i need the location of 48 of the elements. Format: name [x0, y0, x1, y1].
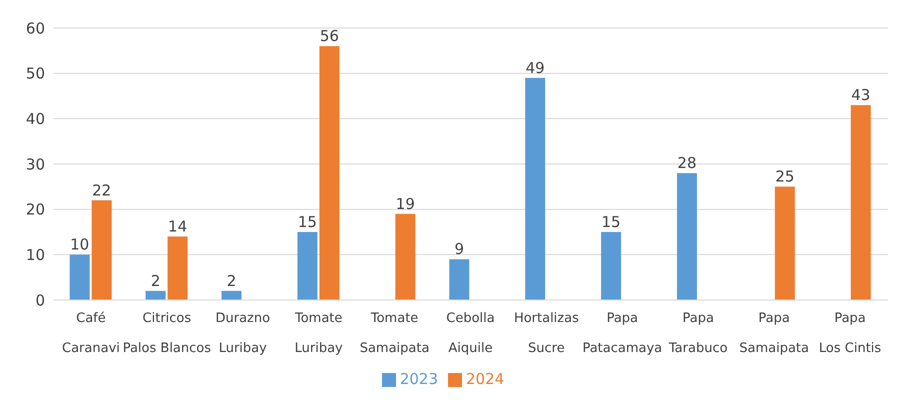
- data-label: 15: [298, 213, 317, 231]
- data-label: 15: [602, 213, 621, 231]
- x-tick-label: Papa Los Cintis: [818, 311, 882, 356]
- data-label: 49: [526, 58, 545, 77]
- bar: [319, 46, 340, 300]
- y-tick-label: 30: [26, 155, 45, 174]
- y-tick-label: 0: [35, 291, 45, 310]
- bar: [525, 78, 546, 300]
- x-tick-label: Café Caranavi: [62, 311, 120, 356]
- bar: [850, 105, 871, 300]
- bar: [297, 232, 318, 300]
- y-tick-label: 10: [26, 246, 45, 264]
- x-tick-label: Hortalizas Sucre: [514, 311, 580, 356]
- x-tick-label: Durazno Luribay: [215, 311, 270, 356]
- data-label: 43: [851, 86, 870, 104]
- x-tick-label: Tomate Luribay: [294, 311, 344, 356]
- bar: [774, 186, 795, 300]
- data-label: 19: [396, 194, 415, 213]
- bar: [70, 254, 90, 300]
- x-tick-label: Citricos Palos Blancos: [122, 311, 212, 356]
- y-tick-label: 60: [26, 19, 45, 38]
- data-label: 28: [677, 154, 697, 172]
- bar: [395, 214, 416, 300]
- data-label: 2: [150, 272, 160, 290]
- x-tick-label: Tomate Samaipata: [360, 311, 430, 356]
- bar: [676, 173, 697, 300]
- data-label: 2: [226, 272, 236, 290]
- data-label: 14: [168, 218, 188, 236]
- bar: [449, 259, 470, 300]
- x-tick-label: Papa Samaipata: [739, 311, 810, 356]
- x-tick-label: Papa Patacamaya: [582, 311, 662, 356]
- data-label: 25: [775, 168, 794, 186]
- y-tick-label: 50: [26, 64, 45, 83]
- bar: [222, 290, 242, 300]
- legend-label: 2024: [466, 370, 504, 388]
- data-label: 10: [70, 236, 90, 254]
- bar: [92, 200, 112, 300]
- data-label: 56: [320, 27, 339, 46]
- bar: [601, 232, 622, 300]
- bar: [146, 290, 166, 300]
- y-tick-label: 20: [26, 200, 45, 219]
- legend-label: 2023: [400, 370, 438, 388]
- x-tick-label: Papa Tarabuco: [668, 311, 728, 356]
- bar: [168, 236, 188, 300]
- y-tick-label: 40: [26, 110, 45, 128]
- data-label: 22: [92, 181, 112, 200]
- x-tick-label: Cebolla Aiquile: [446, 311, 495, 356]
- data-label: 9: [454, 240, 464, 258]
